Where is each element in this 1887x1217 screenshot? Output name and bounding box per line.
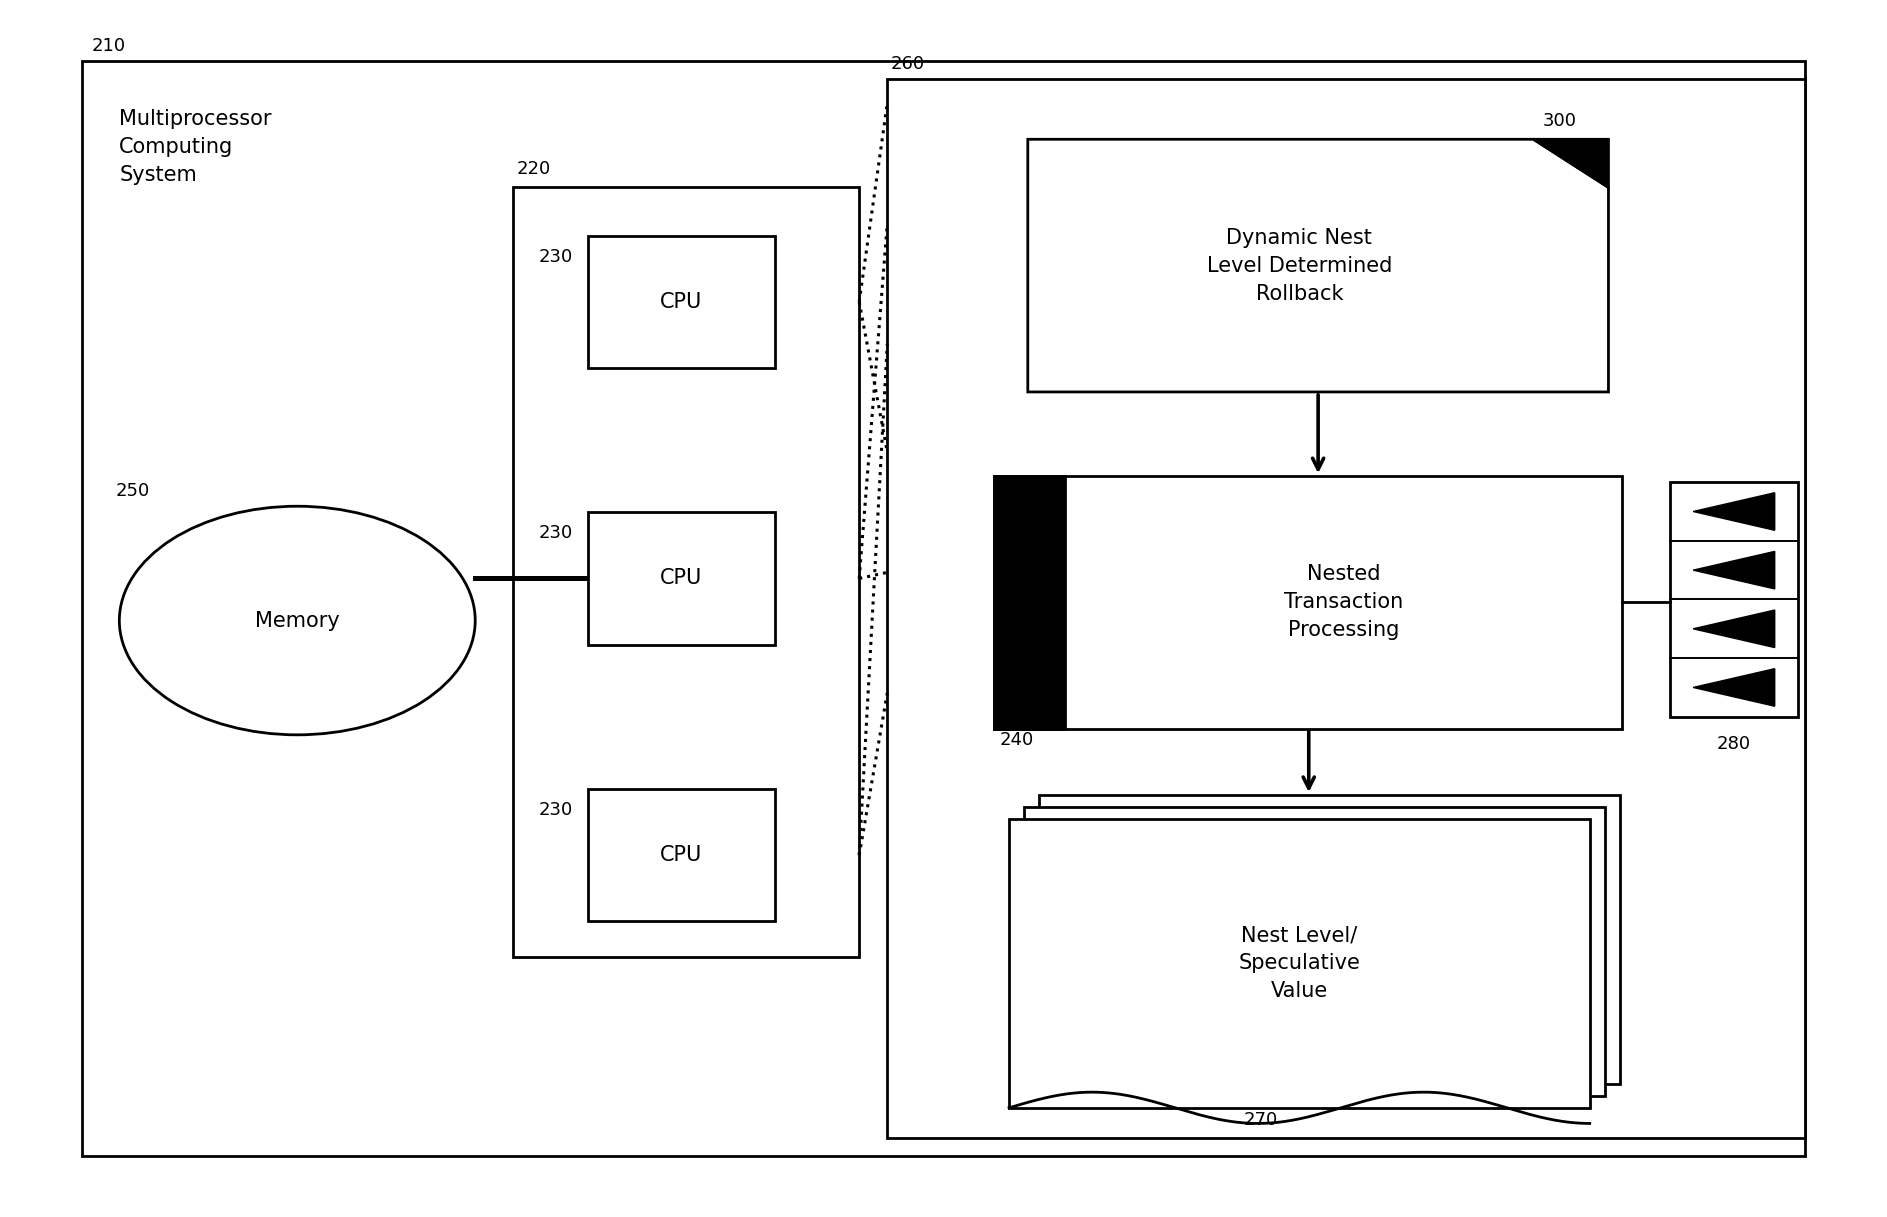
Text: Multiprocessor
Computing
System: Multiprocessor Computing System bbox=[119, 110, 272, 185]
Circle shape bbox=[119, 506, 476, 735]
Polygon shape bbox=[1534, 139, 1608, 187]
Text: 230: 230 bbox=[538, 247, 572, 265]
Text: 280: 280 bbox=[1717, 735, 1751, 753]
Bar bbox=[994, 476, 1621, 729]
Polygon shape bbox=[1693, 668, 1774, 706]
Bar bbox=[1670, 482, 1798, 717]
Text: CPU: CPU bbox=[660, 845, 702, 865]
Bar bbox=[513, 187, 859, 958]
Bar bbox=[994, 476, 1066, 729]
Text: 210: 210 bbox=[91, 37, 125, 55]
Polygon shape bbox=[1028, 139, 1608, 392]
Text: 260: 260 bbox=[891, 55, 925, 73]
Text: 230: 230 bbox=[538, 525, 572, 543]
Bar bbox=[587, 236, 776, 368]
Text: Memory: Memory bbox=[255, 611, 340, 630]
Bar bbox=[1040, 795, 1619, 1083]
Text: 220: 220 bbox=[517, 159, 551, 178]
Bar bbox=[587, 512, 776, 645]
Text: Nested
Transaction
Processing: Nested Transaction Processing bbox=[1283, 565, 1404, 640]
Text: 270: 270 bbox=[1244, 1111, 1277, 1129]
Polygon shape bbox=[1693, 551, 1774, 589]
Bar bbox=[887, 79, 1806, 1138]
Text: 230: 230 bbox=[538, 801, 572, 819]
Text: CPU: CPU bbox=[660, 568, 702, 589]
Bar bbox=[1010, 819, 1589, 1107]
Text: Nest Level/
Speculative
Value: Nest Level/ Speculative Value bbox=[1238, 925, 1361, 1002]
Text: Dynamic Nest
Level Determined
Rollback: Dynamic Nest Level Determined Rollback bbox=[1206, 228, 1393, 303]
Bar bbox=[587, 789, 776, 921]
Text: CPU: CPU bbox=[660, 292, 702, 312]
Text: 300: 300 bbox=[1544, 112, 1578, 130]
Polygon shape bbox=[1693, 493, 1774, 531]
Text: 240: 240 bbox=[1000, 731, 1034, 750]
Polygon shape bbox=[1693, 610, 1774, 647]
Text: 250: 250 bbox=[115, 482, 149, 500]
Bar bbox=[1025, 807, 1604, 1095]
